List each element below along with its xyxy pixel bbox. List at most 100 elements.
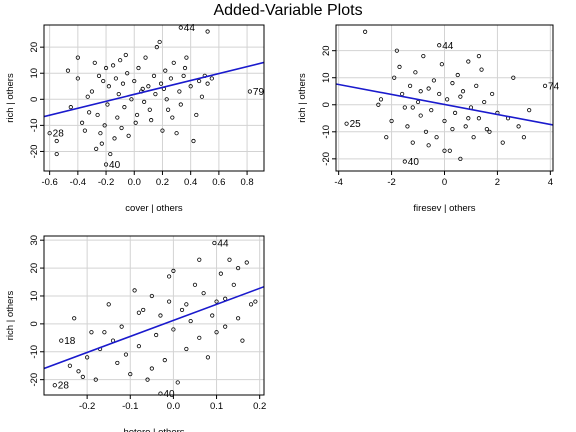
data-point xyxy=(142,99,147,105)
data-point xyxy=(452,110,458,115)
data-point xyxy=(240,338,245,343)
point-label: 74 xyxy=(548,81,560,92)
y-axis-label: rich | others xyxy=(5,291,16,341)
x-tick-label: 0.4 xyxy=(184,177,197,188)
data-point xyxy=(450,126,455,132)
data-point xyxy=(136,65,141,71)
x-tick-label: 0.6 xyxy=(212,177,225,188)
data-point xyxy=(184,346,189,352)
data-point xyxy=(54,138,59,144)
data-point xyxy=(460,89,466,94)
x-axis-label: firesev | others xyxy=(413,203,475,214)
data-point xyxy=(437,91,442,97)
data-point xyxy=(205,29,210,34)
data-point xyxy=(112,136,117,141)
data-point xyxy=(484,126,489,132)
point-label: 28 xyxy=(53,129,65,140)
data-point xyxy=(214,299,219,304)
data-point xyxy=(115,115,120,120)
data-point xyxy=(151,73,157,78)
data-point xyxy=(426,143,431,148)
data-point xyxy=(87,110,92,115)
data-point xyxy=(421,53,426,59)
data-point xyxy=(248,302,254,307)
data-point xyxy=(392,75,397,80)
data-point xyxy=(160,128,165,133)
data-point xyxy=(119,125,124,131)
data-point xyxy=(455,72,460,78)
data-point xyxy=(95,112,100,118)
data-point xyxy=(439,62,444,67)
x-tick-label: -4 xyxy=(334,177,342,188)
x-tick-label: 0.8 xyxy=(240,177,253,188)
data-point xyxy=(184,302,189,307)
data-point xyxy=(500,140,505,145)
data-point xyxy=(437,43,442,48)
y-tick-label: -20 xyxy=(29,373,40,387)
data-point xyxy=(376,102,381,107)
data-point xyxy=(191,138,196,144)
data-point xyxy=(415,99,421,105)
data-point xyxy=(126,133,131,138)
x-tick-label: -0.4 xyxy=(70,177,86,188)
data-point xyxy=(179,307,185,313)
data-point xyxy=(389,118,394,124)
data-point xyxy=(157,39,162,45)
y-tick-label: 10 xyxy=(29,68,40,79)
data-point xyxy=(140,86,145,91)
data-point xyxy=(384,135,389,140)
data-point xyxy=(146,84,151,89)
data-point xyxy=(181,73,186,78)
data-point xyxy=(244,260,249,265)
data-point xyxy=(75,55,80,60)
data-point xyxy=(463,124,468,129)
data-point xyxy=(105,102,110,107)
data-point xyxy=(197,335,202,340)
data-point xyxy=(123,52,128,58)
y-tick-label: 30 xyxy=(29,235,40,246)
data-point xyxy=(99,141,104,146)
data-point xyxy=(479,67,484,72)
point-label: 44 xyxy=(217,238,229,249)
data-point xyxy=(85,94,90,99)
y-tick-label: 0 xyxy=(321,102,332,107)
data-point xyxy=(178,102,183,107)
data-point xyxy=(145,377,150,382)
x-tick-label: -0.6 xyxy=(41,177,57,188)
data-point xyxy=(162,358,167,363)
data-point xyxy=(171,60,176,65)
x-axis-label: cover | others xyxy=(125,203,183,214)
data-point xyxy=(125,71,130,76)
data-point xyxy=(158,313,163,318)
data-point xyxy=(487,129,492,134)
data-point xyxy=(458,156,463,161)
panel-3: 44182840-0.2-0.10.00.10.2-20-100102030he… xyxy=(5,235,266,432)
data-point xyxy=(344,121,349,126)
x-tick-label: 0.0 xyxy=(128,177,141,188)
point-label: 28 xyxy=(58,381,70,392)
x-tick-label: -2 xyxy=(387,177,395,188)
data-point xyxy=(182,65,188,71)
data-point xyxy=(102,123,107,128)
data-point xyxy=(445,97,450,102)
data-point xyxy=(394,48,399,53)
data-point xyxy=(94,146,99,151)
x-tick-label: 0.2 xyxy=(253,401,266,412)
data-point xyxy=(96,73,102,78)
data-point xyxy=(67,363,72,368)
data-point xyxy=(79,120,85,125)
data-point xyxy=(426,86,431,91)
data-point xyxy=(170,115,175,120)
data-point xyxy=(75,76,80,81)
data-point xyxy=(98,131,103,136)
data-point xyxy=(516,124,521,129)
regression-line xyxy=(336,83,553,126)
data-point xyxy=(128,371,133,377)
data-point xyxy=(210,313,215,318)
data-point xyxy=(108,151,113,157)
data-point xyxy=(410,105,415,110)
data-point xyxy=(201,291,206,296)
data-point xyxy=(59,338,64,343)
